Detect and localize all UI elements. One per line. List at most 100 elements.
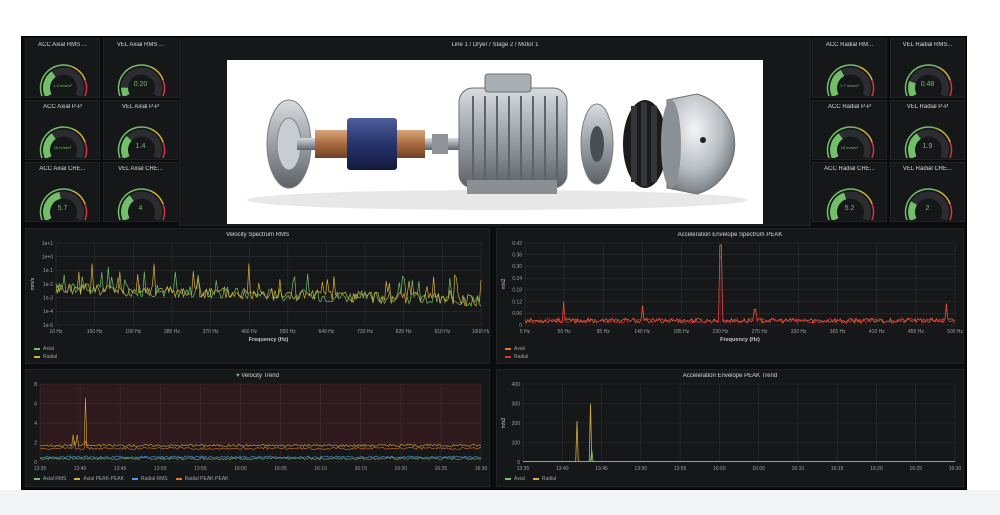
x-tick-label: 16:30: [475, 466, 488, 472]
y-tick-label: 0: [517, 460, 520, 466]
gauge-fill: [121, 195, 134, 220]
gauge-dial: [904, 64, 953, 96]
x-tick-label: 16:00: [234, 466, 247, 472]
x-tick-label: 275 Hz: [752, 329, 768, 335]
gauge-threshold-red: [162, 203, 166, 220]
y-tick-label: 400: [512, 382, 521, 388]
gauge-threshold-green: [117, 126, 151, 158]
gauge-value: 0.20: [133, 81, 148, 88]
legend-swatch: [532, 477, 539, 480]
gauge-fill: [908, 81, 917, 96]
x-tick-label: 16:20: [870, 466, 883, 472]
legend-item: Radial: [505, 354, 528, 360]
gauge-panel: VEL Axial RMS ... 0.20: [103, 38, 178, 98]
gauge-threshold-yellow: [72, 66, 86, 81]
alert-threshold-band: [40, 384, 481, 447]
x-tick-label: 100 Hz: [87, 329, 103, 335]
y-tick-label: 0.30: [512, 264, 522, 270]
x-tick-label: 910 Hz: [434, 329, 450, 335]
x-tick-label: 16:25: [909, 466, 922, 472]
legend-item: Axial: [34, 346, 57, 352]
x-tick-label: 13:50: [154, 466, 167, 472]
x-tick-label: 13:55: [194, 466, 207, 472]
gauge-threshold-red: [949, 141, 953, 158]
legend-swatch: [74, 477, 81, 480]
legend-item: Axial PEAK-PEAK: [74, 476, 124, 482]
dashboard: ACC Axial RMS ... 1.4 m/sec² VEL Axial RMS…: [21, 36, 967, 490]
legend-swatch: [505, 347, 511, 350]
y-tick-label: 0.24: [512, 276, 522, 282]
gauge-panel: ACC Axial CRE... 5.7: [25, 162, 100, 222]
y-axis-label: mm/s: [30, 277, 36, 290]
x-tick-label: 16:15: [354, 466, 367, 472]
velocity-spectrum-panel: Velocity Spectrum RMS 1e+1 1e+0 1e-1 1e-2 1e…: [25, 228, 490, 364]
gauge-threshold-green: [826, 64, 860, 96]
y-tick-label: 0.06: [512, 311, 522, 317]
x-tick-label: 16:05: [752, 466, 765, 472]
chart-legend: Axial RMS Axial PEAK-PEAK Radial RMS Radial…: [34, 476, 237, 482]
x-axis-label: Frequency (Hz): [249, 337, 289, 343]
x-tick-label: 16:30: [949, 466, 962, 472]
dashboard-title: Line 1 / Dryer / Stage 2 / Motor 1: [451, 42, 539, 48]
gauge-threshold-yellow: [859, 66, 873, 81]
gauge-panel: VEL Radial P-P 1.9: [890, 100, 965, 160]
x-tick-label: 13:45: [595, 466, 608, 472]
x-tick-label: 1000 Hz: [472, 329, 489, 335]
legend-label: Axial: [514, 346, 525, 352]
legend-label: Axial: [43, 346, 54, 352]
gauge-dial: [39, 64, 88, 96]
x-tick-label: 13:45: [114, 466, 127, 472]
x-tick-label: 16:00: [713, 466, 726, 472]
y-tick-label: 100: [512, 440, 521, 446]
x-tick-label: 13:35: [517, 466, 530, 472]
x-tick-label: 16:25: [435, 466, 448, 472]
y-tick-label: 1e-3: [43, 295, 53, 301]
gauge-threshold-red: [84, 203, 88, 220]
y-axis-label: m/s2: [501, 278, 507, 289]
y-tick-label: 8: [34, 382, 37, 388]
gauge-dial: [117, 188, 166, 220]
gauge-threshold-green: [904, 64, 938, 96]
x-tick-label: 460 Hz: [241, 329, 257, 335]
x-tick-label: 370 Hz: [203, 329, 219, 335]
gauge-dial: [39, 126, 88, 158]
chart-canvas: 8 6 4 2 013:35 13:40 13:45 13:50 13:55 16:00 16:05…: [34, 382, 488, 472]
legend-item: Axial: [505, 346, 528, 352]
gauge-fill: [43, 71, 56, 96]
gauge-threshold-yellow: [859, 190, 873, 205]
gauge-threshold-red: [162, 79, 166, 96]
x-tick-label: 10 Hz: [49, 329, 63, 335]
gauge-value: 15 m/sec²: [53, 145, 72, 150]
x-tick-label: 820 Hz: [396, 329, 412, 335]
gauge-dial: [904, 188, 953, 220]
x-tick-label: 50 Hz: [558, 329, 572, 335]
gauge-threshold-green: [39, 188, 73, 220]
y-tick-label: 0.18: [512, 288, 522, 294]
x-tick-label: 16:10: [314, 466, 327, 472]
motor-image-panel: Line 1 / Dryer / Stage 2 / Motor 1: [179, 38, 811, 226]
x-tick-label: 280 Hz: [164, 329, 180, 335]
chart-canvas: 1e+1 1e+0 1e-1 1e-2 1e-3 1e-4 1e-510 Hz 100 Hz 1…: [30, 241, 489, 343]
gauge-fill: [121, 87, 130, 96]
x-tick-label: 190 Hz: [125, 329, 141, 335]
gauge-threshold-red: [949, 79, 953, 96]
gauge-panel: ACC Axial RMS ... 1.4 m/sec²: [25, 38, 100, 98]
x-tick-label: 640 Hz: [319, 329, 335, 335]
x-tick-label: 16:20: [395, 466, 408, 472]
gauge-threshold-green: [904, 126, 938, 158]
y-tick-label: 0: [34, 460, 37, 466]
gauge-threshold-green: [826, 188, 860, 220]
gauge-fill: [43, 133, 56, 158]
gauge-threshold-yellow: [859, 128, 873, 143]
x-tick-label: 13:50: [635, 466, 648, 472]
gauge-dial: [904, 126, 953, 158]
legend-item: Radial RMS: [131, 476, 168, 482]
motor-exploded-image: [227, 60, 763, 224]
series-line-axial: [55, 266, 482, 307]
legend-swatch: [34, 347, 40, 350]
gauge-threshold-yellow: [937, 128, 951, 143]
page-footer-band: [0, 490, 1000, 515]
series-line-radial-peak-peak: [39, 440, 482, 451]
x-tick-label: 550 Hz: [280, 329, 296, 335]
chart-legend: Axial Radial: [505, 476, 564, 482]
